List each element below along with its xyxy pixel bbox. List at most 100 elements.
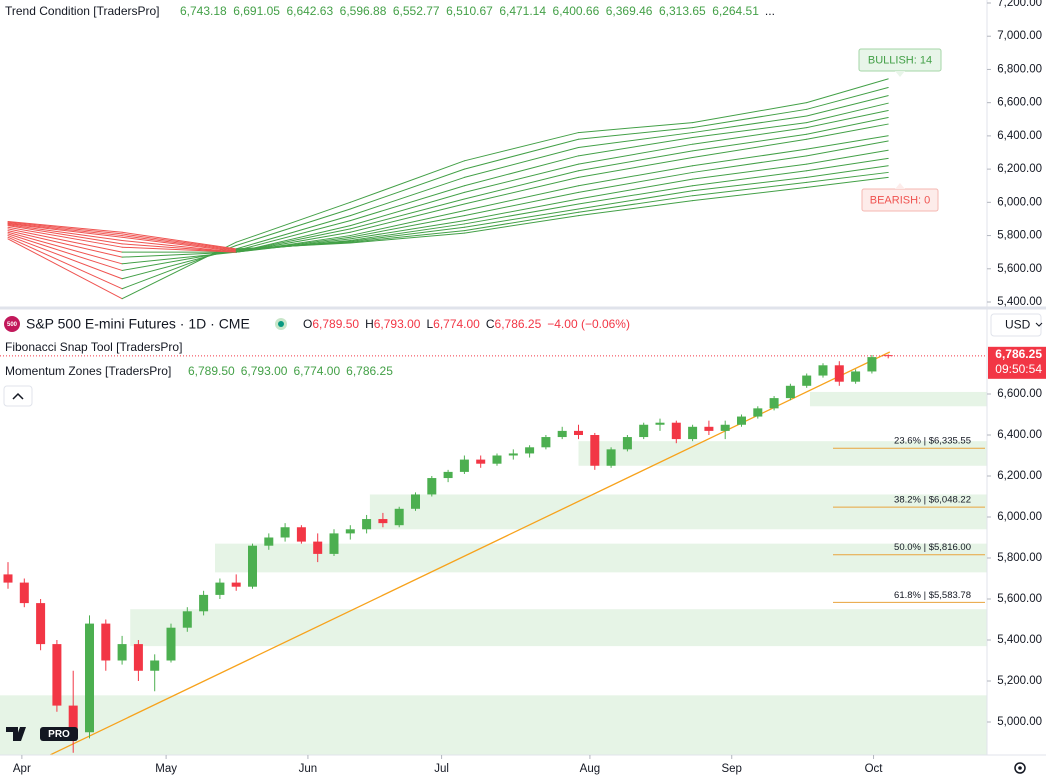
ribbon-line <box>235 242 351 250</box>
ohlc-key: L <box>426 317 433 331</box>
ribbon-line <box>349 223 465 242</box>
y-tick-label: 5,400.00 <box>997 296 1042 308</box>
ribbon-line <box>578 137 694 157</box>
currency-button[interactable] <box>990 313 1042 337</box>
candle-body <box>68 705 78 733</box>
indicator-value: 6,789.50 <box>188 364 235 378</box>
ohlc-key: C <box>486 317 495 331</box>
ribbon-line <box>463 132 579 162</box>
candle-body <box>769 398 779 409</box>
candle-body <box>525 447 535 454</box>
candle-body <box>639 424 649 438</box>
ribbon-value: 6,400.66 <box>553 4 600 18</box>
ribbon-value: 6,743.18 <box>180 4 227 18</box>
momentum-zone <box>0 695 987 755</box>
y-tick-label: 6,200.00 <box>997 470 1042 482</box>
ribbon-line <box>463 203 579 225</box>
y-tick-label: 5,600.00 <box>997 593 1042 605</box>
ribbon-line <box>463 198 579 222</box>
candle-body <box>802 375 812 386</box>
trendline <box>50 351 891 756</box>
ribbon-line <box>349 232 465 244</box>
y-tick-label: 6,000.00 <box>997 196 1042 208</box>
ribbon-line <box>7 220 123 233</box>
ribbon-line <box>463 191 579 217</box>
collapse-button[interactable] <box>3 385 33 407</box>
candle-body <box>443 471 453 479</box>
ribbon-value: 6,471.14 <box>499 4 546 18</box>
ribbon-line <box>578 127 694 140</box>
ribbon-line <box>806 117 889 135</box>
currency: USD <box>1005 318 1031 332</box>
fib-label: 38.2% | $6,048.22 <box>894 495 971 506</box>
ribbon-line <box>578 150 694 172</box>
ribbon-value: 6,510.67 <box>446 4 493 18</box>
ribbon-line <box>349 230 465 243</box>
candle-body <box>606 449 616 466</box>
ribbon-line <box>7 230 123 258</box>
ribbon-line <box>692 108 808 129</box>
candle-body <box>590 434 600 466</box>
ribbon-line <box>7 231 123 265</box>
ribbon-line <box>7 224 123 242</box>
candle-body <box>851 371 861 382</box>
candle-body <box>19 582 29 604</box>
candle-body <box>508 453 518 456</box>
candle-body <box>557 430 567 438</box>
candle-body <box>411 494 420 509</box>
x-tick-label: May <box>155 763 177 775</box>
ohlc-key: O <box>303 317 312 331</box>
market-status-dot <box>278 321 284 327</box>
indicator-name[interactable]: Fibonacci Snap Tool [TradersPro] <box>5 340 182 354</box>
candle-body <box>476 459 486 464</box>
y-tick-label: 6,800.00 <box>997 63 1042 75</box>
bearish-pointer <box>895 183 905 189</box>
candle-body <box>36 603 46 645</box>
ribbon-line <box>463 208 579 228</box>
y-tick-label: 6,400.00 <box>997 429 1042 441</box>
ribbon-line <box>7 235 123 280</box>
ribbon-values: 6,743.18 6,691.05 6,642.63 6,596.88 6,552.77… <box>180 4 775 18</box>
candle-body <box>3 574 13 583</box>
indicator-name[interactable]: Momentum Zones [TradersPro] <box>5 364 171 378</box>
ribbon-line <box>578 190 694 210</box>
bearish-label: BEARISH: 0 <box>870 194 931 206</box>
ribbon-line <box>463 176 579 205</box>
candle-body <box>117 644 127 661</box>
ribbon-line <box>7 238 123 300</box>
candle-body <box>818 365 828 376</box>
ribbon-line <box>692 148 808 167</box>
y-tick-label: 6,400.00 <box>997 130 1042 142</box>
ribbon-title: Trend Condition [TradersPro] <box>5 4 160 18</box>
x-tick-label: Aug <box>580 763 600 775</box>
y-tick-label: 5,400.00 <box>997 634 1042 646</box>
ribbon-line <box>121 251 237 265</box>
ribbon-line <box>349 198 465 230</box>
settings-icon <box>1018 766 1022 770</box>
settings-button[interactable] <box>1014 762 1026 774</box>
ribbon-line <box>121 251 237 258</box>
last-price-label: 6,786.25 <box>995 347 1042 361</box>
ribbon-line <box>121 236 237 252</box>
price-change: −4.00 (−0.06%) <box>547 317 630 331</box>
symbol-title: S&P 500 E-mini Futures · 1D · CME <box>26 316 250 332</box>
ribbon-line <box>806 110 889 129</box>
badge-text: 500 <box>7 322 18 328</box>
candle-body <box>427 478 437 495</box>
ribbon-line <box>235 208 351 247</box>
ribbon-line <box>578 171 694 193</box>
ribbon-line <box>463 211 579 232</box>
candle-body <box>867 357 877 372</box>
candle-body <box>655 422 665 425</box>
ribbon-line <box>578 165 694 187</box>
logo: PRO <box>6 727 78 741</box>
ribbon-line <box>463 155 579 187</box>
ribbon-line <box>806 140 889 157</box>
candle-body <box>85 623 94 733</box>
ribbon-line <box>349 160 465 203</box>
ribbon-line <box>7 236 123 290</box>
indicator-values: 6,789.50 6,793.00 6,774.00 6,786.25 <box>188 364 393 378</box>
ribbon-line <box>349 226 465 242</box>
ribbon-line <box>806 102 889 124</box>
